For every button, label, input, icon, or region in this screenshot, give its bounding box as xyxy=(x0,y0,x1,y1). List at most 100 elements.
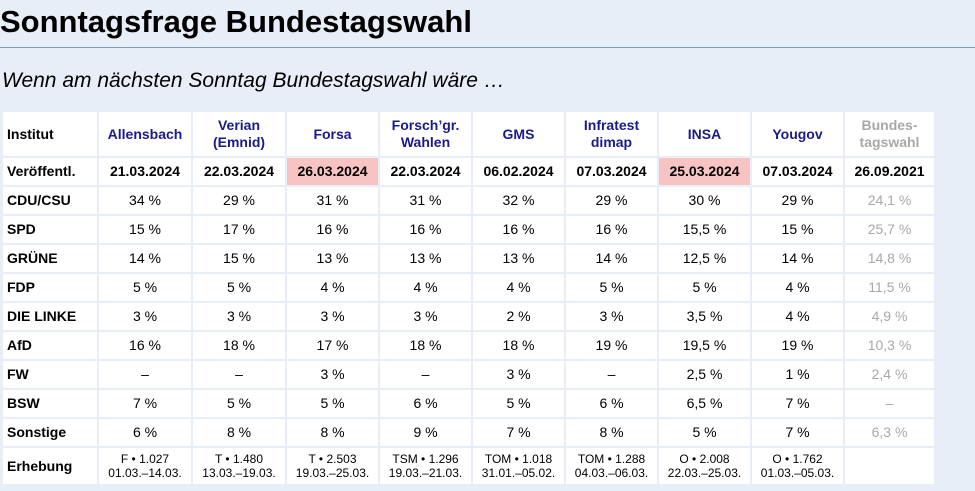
published-date: 22.03.2024 xyxy=(193,158,285,185)
previous-result: – xyxy=(845,390,934,417)
institute-link-line2[interactable]: (Emnid) xyxy=(212,134,266,150)
poll-value: 7 % xyxy=(752,419,843,446)
institute-link[interactable]: Verian xyxy=(217,117,261,133)
institute-link[interactable]: Yougov xyxy=(772,125,823,142)
party-row: SPD 15 % 17 % 16 % 16 % 16 % 16 % 15,5 % 15 % 25,… xyxy=(3,216,934,243)
poll-value: 2,5 % xyxy=(659,361,750,388)
poll-value: 18 % xyxy=(193,332,285,359)
previous-result: 11,5 % xyxy=(845,274,934,301)
poll-value: 31 % xyxy=(380,187,471,214)
poll-value: 8 % xyxy=(287,419,378,446)
poll-value: 5 % xyxy=(99,274,191,301)
previous-election-header: Bundes-tagswahl xyxy=(845,112,934,156)
poll-value: 14 % xyxy=(752,245,843,272)
previous-result: 2,4 % xyxy=(845,361,934,388)
poll-value: 6,5 % xyxy=(659,390,750,417)
party-row: Sonstige 6 % 8 % 8 % 9 % 7 % 8 % 5 % 7 % 6,3 % xyxy=(3,419,934,446)
poll-value: 29 % xyxy=(193,187,285,214)
survey-period: 13.03.–19.03. xyxy=(202,466,276,480)
survey-period: 19.03.–21.03. xyxy=(388,466,463,480)
survey-sample: TOM • 1.288 xyxy=(577,452,646,466)
survey-sample: T • 2.503 xyxy=(308,452,357,466)
institute-link-line2[interactable]: dimap xyxy=(590,134,633,150)
party-name: BSW xyxy=(3,390,97,417)
poll-value: 8 % xyxy=(566,419,657,446)
poll-value: 7 % xyxy=(473,419,564,446)
institute-header[interactable]: Yougov xyxy=(752,112,843,156)
poll-value: 30 % xyxy=(659,187,750,214)
poll-value: 14 % xyxy=(566,245,657,272)
published-date: 25.03.2024 xyxy=(659,158,750,185)
party-name: FDP xyxy=(3,274,97,301)
poll-value: 14 % xyxy=(99,245,191,272)
poll-value: 6 % xyxy=(99,419,191,446)
poll-value: 19 % xyxy=(752,332,843,359)
poll-value: 29 % xyxy=(566,187,657,214)
survey-info: TOM • 1.288 04.03.–06.03. xyxy=(566,448,657,484)
party-name: GRÜNE xyxy=(3,245,97,272)
institute-link[interactable]: Infratest xyxy=(583,117,640,133)
poll-value: 5 % xyxy=(193,274,285,301)
survey-label: Erhebung xyxy=(3,448,97,484)
published-date: 22.03.2024 xyxy=(380,158,471,185)
poll-value: 13 % xyxy=(473,245,564,272)
previous-election-line1: Bundes- xyxy=(861,117,918,133)
poll-value: 17 % xyxy=(287,332,378,359)
poll-value: 15 % xyxy=(193,245,285,272)
poll-value: 18 % xyxy=(380,332,471,359)
poll-value: 16 % xyxy=(473,216,564,243)
poll-value: 15 % xyxy=(99,216,191,243)
institute-link-line2[interactable]: Wahlen xyxy=(400,134,451,150)
poll-value: – xyxy=(99,361,191,388)
poll-value: 3 % xyxy=(473,361,564,388)
survey-period: 19.03.–25.03. xyxy=(295,466,370,480)
poll-value: – xyxy=(380,361,471,388)
poll-value: 16 % xyxy=(380,216,471,243)
institute-link[interactable]: Allensbach xyxy=(107,125,183,142)
party-name: DIE LINKE xyxy=(3,303,97,330)
survey-period: 04.03.–06.03. xyxy=(574,466,649,480)
poll-value: 4 % xyxy=(287,274,378,301)
poll-value: 6 % xyxy=(380,390,471,417)
survey-empty-cell xyxy=(845,448,934,484)
poll-value: 18 % xyxy=(473,332,564,359)
party-row: FW – –3 % –3 % –2,5 % 1 % 2,4 % xyxy=(3,361,934,388)
previous-result: 4,9 % xyxy=(845,303,934,330)
previous-election-date: 26.09.2021 xyxy=(845,158,934,185)
institute-link[interactable]: Forsch’gr. xyxy=(391,117,460,133)
previous-result: 10,3 % xyxy=(845,332,934,359)
poll-value: 3 % xyxy=(287,361,378,388)
institute-header[interactable]: Forsa xyxy=(287,112,378,156)
survey-info: TOM • 1.018 31.01.–05.02. xyxy=(473,448,564,484)
survey-info: O • 2.008 22.03.–25.03. xyxy=(659,448,750,484)
survey-period: 01.03.–14.03. xyxy=(108,466,182,480)
institute-header[interactable]: INSA xyxy=(659,112,750,156)
institute-header[interactable]: Forsch’gr. Wahlen xyxy=(380,112,471,156)
poll-value: 7 % xyxy=(752,390,843,417)
institute-link[interactable]: INSA xyxy=(687,125,722,142)
poll-value: 16 % xyxy=(287,216,378,243)
institute-link[interactable]: GMS xyxy=(502,125,535,142)
party-row: GRÜNE 14 % 15 % 13 % 13 % 13 % 14 % 12,5 % 14 % 1… xyxy=(3,245,934,272)
header-row: Institut Allensbach Verian (Emnid) Forsa For… xyxy=(3,112,934,156)
poll-value: 34 % xyxy=(99,187,191,214)
institute-link[interactable]: Forsa xyxy=(313,125,352,142)
institute-header[interactable]: Allensbach xyxy=(99,112,191,156)
poll-value: 3 % xyxy=(287,303,378,330)
survey-period: 31.01.–05.02. xyxy=(481,466,556,480)
poll-value: 12,5 % xyxy=(659,245,750,272)
published-date: 06.02.2024 xyxy=(473,158,564,185)
party-row: FDP 5 % 5 % 4 % 4 % 4 % 5 % 5 % 4 % 11,5 % xyxy=(3,274,934,301)
institute-header[interactable]: GMS xyxy=(473,112,564,156)
survey-info: T • 1.480 13.03.–19.03. xyxy=(193,448,285,484)
institute-header[interactable]: Verian (Emnid) xyxy=(193,112,285,156)
poll-value: 31 % xyxy=(287,187,378,214)
poll-value: 19 % xyxy=(566,332,657,359)
survey-info: O • 1.762 01.03.–05.03. xyxy=(752,448,843,484)
poll-value: 13 % xyxy=(287,245,378,272)
party-name: CDU/CSU xyxy=(3,187,97,214)
published-row: Veröffentl. 21.03.2024 22.03.2024 26.03.20… xyxy=(3,158,934,185)
institute-header[interactable]: Infratest dimap xyxy=(566,112,657,156)
poll-value: 4 % xyxy=(380,274,471,301)
party-name: Sonstige xyxy=(3,419,97,446)
